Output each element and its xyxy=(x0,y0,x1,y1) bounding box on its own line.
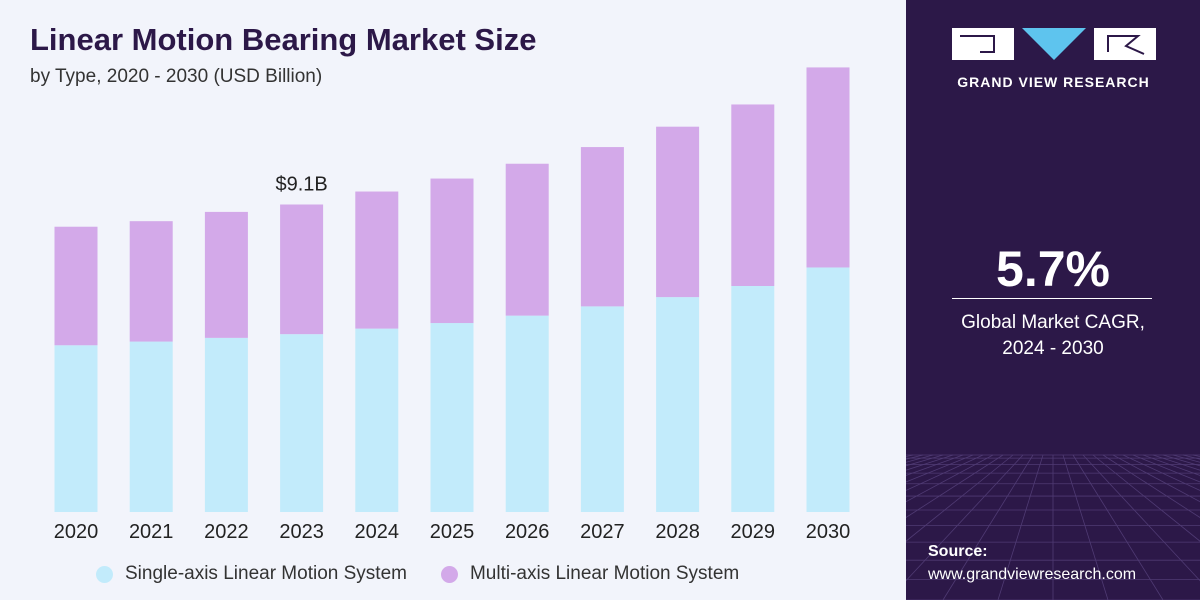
bar-multi-axis-2024 xyxy=(355,191,399,329)
bar-single-axis-2027 xyxy=(580,306,624,512)
bar-single-axis-2025 xyxy=(430,323,474,512)
grid-floor-decoration xyxy=(906,454,1200,600)
legend-label-multi-axis: Multi-axis Linear Motion System xyxy=(469,563,740,584)
x-tick-label-2022: 2022 xyxy=(204,521,249,543)
legend-swatch-single-axis xyxy=(96,565,113,583)
x-tick-label-2025: 2025 xyxy=(430,521,475,543)
bar-single-axis-2023 xyxy=(280,334,324,512)
logo-marks xyxy=(946,26,1161,62)
bar-multi-axis-2028 xyxy=(656,126,700,298)
bar-single-axis-2030 xyxy=(806,267,850,512)
logo-v-mark-icon xyxy=(1021,28,1086,60)
bar-multi-axis-2027 xyxy=(580,147,624,307)
brand-logo: GRAND VIEW RESEARCH xyxy=(946,26,1161,90)
cagr-value: 5.7% xyxy=(996,241,1110,297)
info-sidebar: GRAND VIEW RESEARCH 5.7% Global Market C… xyxy=(906,0,1200,600)
chart-title: Linear Motion Bearing Market Size xyxy=(30,22,537,57)
bar-multi-axis-2021 xyxy=(129,221,173,342)
bar-multi-axis-2025 xyxy=(430,178,474,324)
bar-single-axis-2020 xyxy=(54,345,98,512)
chart-subtitle: by Type, 2020 - 2030 (USD Billion) xyxy=(30,66,323,87)
legend-label-single-axis: Single-axis Linear Motion System xyxy=(125,563,407,584)
x-tick-label-2028: 2028 xyxy=(655,521,700,543)
cagr-label-line2: 2024 - 2030 xyxy=(1002,338,1104,359)
legend: Single-axis Linear Motion System Multi-a… xyxy=(96,563,773,585)
bar-single-axis-2022 xyxy=(204,337,248,512)
legend-item-single-axis: Single-axis Linear Motion System xyxy=(96,563,407,585)
x-tick-label-2021: 2021 xyxy=(129,521,174,543)
bar-chart: 2020 2021 2022 2023 $9.1B 2024 2025 2026 2027 202… xyxy=(54,67,851,543)
bar-multi-axis-2022 xyxy=(204,211,248,338)
grid-floor-lines xyxy=(906,454,1200,600)
cagr-label: Global Market CAGR, 2024 - 2030 xyxy=(906,310,1200,362)
bar-multi-axis-2023 xyxy=(280,204,324,335)
bar-single-axis-2029 xyxy=(731,286,775,512)
x-tick-label-2030: 2030 xyxy=(806,521,851,543)
bar-single-axis-2026 xyxy=(505,315,549,512)
bar-multi-axis-2029 xyxy=(731,104,775,286)
bar-single-axis-2028 xyxy=(656,297,700,512)
x-tick-label-2023: 2023 xyxy=(279,521,324,543)
x-tick-label-2026: 2026 xyxy=(505,521,550,543)
data-label-2023: $9.1B xyxy=(275,173,327,195)
x-tick-label-2027: 2027 xyxy=(580,521,625,543)
chart-panel: Linear Motion Bearing Market Size by Typ… xyxy=(0,0,906,600)
source-label: Source: xyxy=(928,543,988,560)
x-tick-label-2024: 2024 xyxy=(355,521,400,543)
cagr-divider xyxy=(952,298,1152,299)
logo-r-mark-icon xyxy=(1093,28,1156,60)
cagr-label-line1: Global Market CAGR, xyxy=(961,312,1145,333)
x-tick-label-2029: 2029 xyxy=(731,521,776,543)
x-tick-label-2020: 2020 xyxy=(54,521,99,543)
bar-single-axis-2021 xyxy=(129,341,173,512)
legend-item-multi-axis: Multi-axis Linear Motion System xyxy=(440,563,740,585)
bar-single-axis-2024 xyxy=(355,328,399,512)
brand-name: GRAND VIEW RESEARCH xyxy=(957,74,1150,90)
legend-swatch-multi-axis xyxy=(440,565,458,583)
bar-multi-axis-2030 xyxy=(806,67,850,268)
source-url: www.grandviewresearch.com xyxy=(928,566,1137,583)
logo-g-mark-icon xyxy=(951,28,1014,60)
bar-multi-axis-2020 xyxy=(54,226,98,346)
bar-multi-axis-2026 xyxy=(505,163,549,316)
